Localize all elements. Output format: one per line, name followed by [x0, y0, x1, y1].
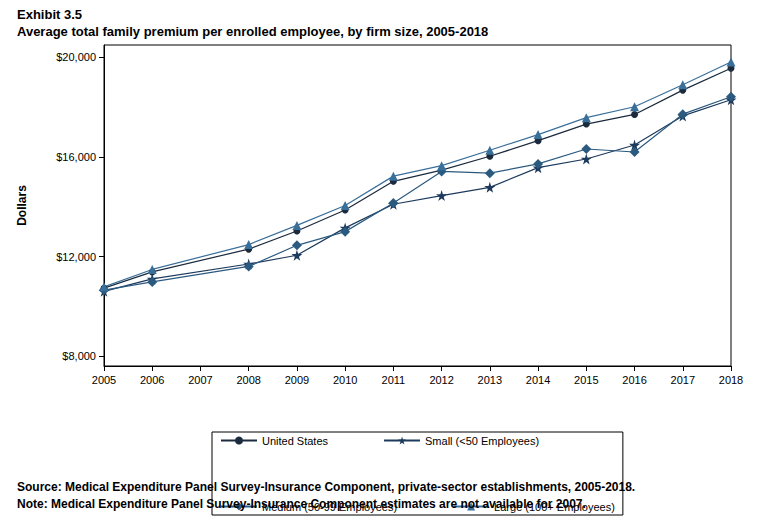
svg-text:Dollars: Dollars — [15, 185, 29, 226]
svg-text:2006: 2006 — [140, 374, 164, 386]
svg-text:2011: 2011 — [382, 374, 406, 386]
svg-text:Small (<50 Employees): Small (<50 Employees) — [425, 435, 539, 447]
svg-text:2018: 2018 — [719, 374, 743, 386]
svg-text:2015: 2015 — [574, 374, 598, 386]
svg-text:2010: 2010 — [333, 374, 357, 386]
svg-text:Exhibit 3.5: Exhibit 3.5 — [17, 7, 82, 22]
svg-text:$16,000: $16,000 — [56, 151, 96, 163]
svg-text:Note:: Note: — [17, 497, 48, 511]
svg-text:2007: 2007 — [188, 374, 212, 386]
svg-text:Medical Expenditure Panel Surv: Medical Expenditure Panel Survey-Insuran… — [62, 480, 636, 494]
svg-text:United States: United States — [262, 435, 329, 447]
svg-text:2017: 2017 — [671, 374, 695, 386]
svg-text:2016: 2016 — [622, 374, 646, 386]
svg-text:Average total family premium p: Average total family premium per enrolle… — [17, 24, 488, 39]
svg-text:$20,000: $20,000 — [56, 51, 96, 63]
svg-text:2008: 2008 — [236, 374, 260, 386]
svg-text:2012: 2012 — [429, 374, 453, 386]
svg-text:Source:: Source: — [17, 480, 62, 494]
svg-text:2009: 2009 — [285, 374, 309, 386]
svg-text:2014: 2014 — [526, 374, 550, 386]
svg-text:$12,000: $12,000 — [56, 251, 96, 263]
svg-text:$8,000: $8,000 — [62, 350, 96, 362]
svg-text:2005: 2005 — [92, 374, 116, 386]
svg-text:Medical Expenditure Panel Surv: Medical Expenditure Panel Survey-Insuran… — [48, 497, 586, 511]
svg-text:2013: 2013 — [478, 374, 502, 386]
